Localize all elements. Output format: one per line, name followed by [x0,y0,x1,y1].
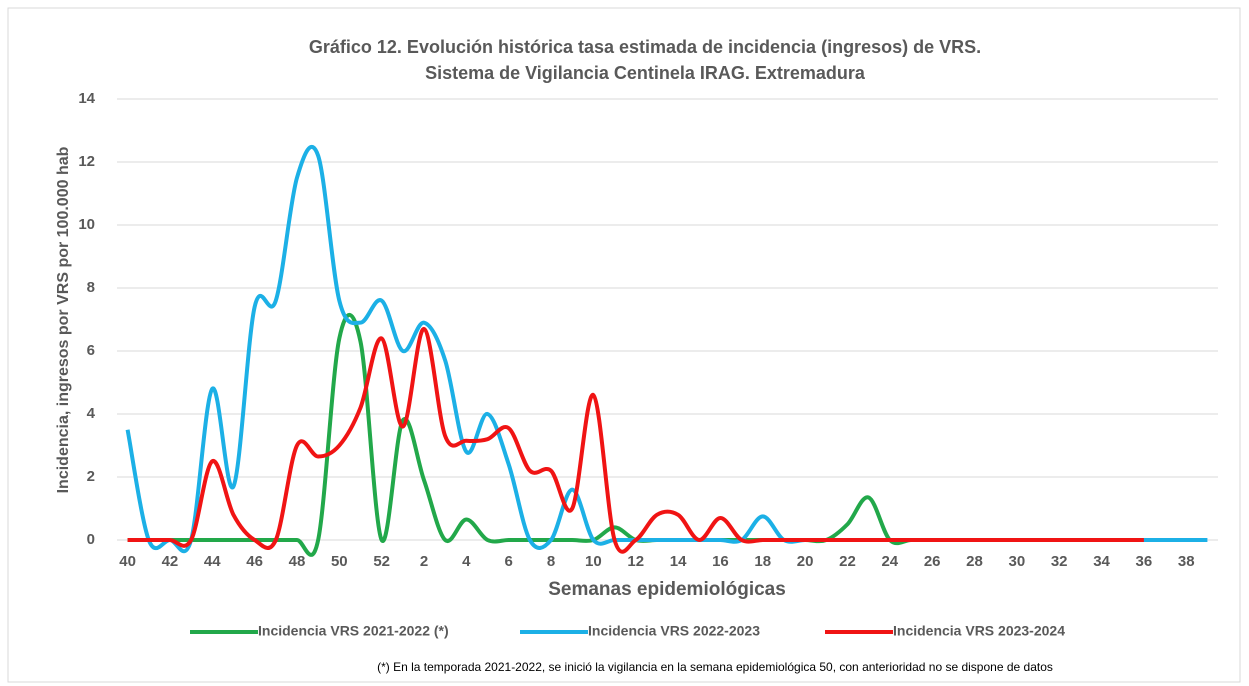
x-tick-label: 52 [373,553,390,570]
series-line [127,326,1144,554]
x-axis-title: Semanas epidemiológicas [548,579,786,600]
x-tick-label: 36 [1136,553,1153,570]
y-tick-label: 0 [87,531,95,548]
chart-subtitle: Sistema de Vigilancia Centinela IRAG. Ex… [425,63,866,83]
y-axis-title: Incidencia, ingresos por VRS por 100.000… [55,146,72,493]
y-tick-label: 14 [78,90,95,107]
x-tick-label: 32 [1051,553,1068,570]
chart-title: Gráfico 12. Evolución histórica tasa est… [309,37,981,57]
x-tick-label: 4 [462,553,471,570]
y-tick-label: 2 [87,468,95,485]
x-tick-label: 20 [797,553,814,570]
x-tick-label: 12 [627,553,644,570]
legend-label: Incidencia VRS 2021-2022 (*) [258,623,449,639]
y-tick-label: 8 [87,279,95,296]
x-tick-label: 46 [246,553,263,570]
x-tick-label: 44 [204,553,221,570]
x-tick-label: 28 [966,553,983,570]
x-tick-label: 38 [1178,553,1195,570]
x-tick-label: 42 [162,553,179,570]
x-tick-label: 2 [420,553,428,570]
x-tick-label: 48 [289,553,306,570]
y-tick-label: 10 [78,216,95,233]
x-tick-label: 8 [547,553,555,570]
x-tick-label: 22 [839,553,856,570]
y-tick-label: 6 [87,342,95,359]
y-tick-label: 12 [78,153,95,170]
x-tick-label: 24 [881,553,898,570]
x-tick-label: 50 [331,553,348,570]
x-tick-label: 16 [712,553,729,570]
legend-label: Incidencia VRS 2022-2023 [588,623,760,639]
x-tick-label: 18 [754,553,771,570]
y-tick-label: 4 [87,405,96,422]
x-tick-label: 6 [505,553,513,570]
x-tick-label: 34 [1093,553,1110,570]
x-tick-label: 26 [924,553,941,570]
x-tick-label: 14 [670,553,687,570]
x-tick-label: 10 [585,553,602,570]
footnote: (*) En la temporada 2021-2022, se inició… [377,660,1053,674]
chart-border [7,7,1241,683]
legend-label: Incidencia VRS 2023-2024 [893,623,1065,639]
x-tick-label: 30 [1009,553,1026,570]
x-tick-label: 40 [119,553,136,570]
